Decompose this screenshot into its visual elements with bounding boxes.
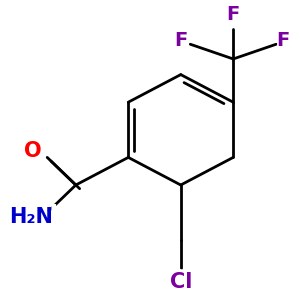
Text: H₂N: H₂N <box>3 204 59 230</box>
Text: F: F <box>172 28 189 52</box>
Text: O: O <box>22 138 44 164</box>
Text: F: F <box>225 0 242 24</box>
Text: F: F <box>174 31 188 50</box>
Text: Cl: Cl <box>167 268 195 295</box>
Text: F: F <box>276 31 290 50</box>
Text: Cl: Cl <box>169 272 192 292</box>
Text: O: O <box>24 141 42 161</box>
Text: F: F <box>226 5 240 24</box>
Text: F: F <box>274 28 291 52</box>
Text: H₂N: H₂N <box>9 207 53 227</box>
